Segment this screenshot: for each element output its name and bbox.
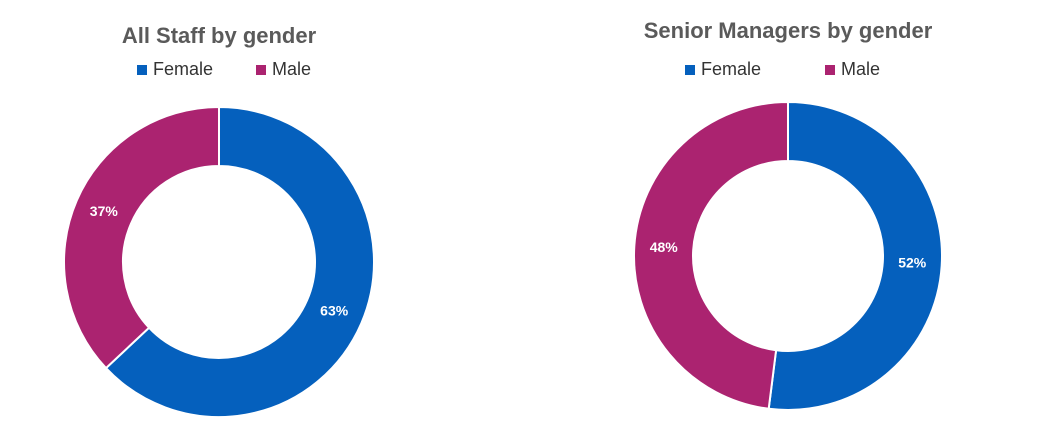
legend-label: Male [841,59,880,79]
data-label: 48% [650,239,679,255]
legend-swatch [825,65,835,75]
donut-segment [104,105,375,418]
legend-swatch [137,65,147,75]
legend-swatch [685,65,695,75]
donut-segment [63,105,220,370]
donut-segment [767,100,943,411]
data-label: 63% [320,303,349,319]
donut-segment [633,100,789,410]
chart-title: All Staff by gender [122,23,317,48]
legend-swatch [256,65,266,75]
data-label: 52% [898,255,927,271]
legend-label: Female [153,59,213,79]
data-label: 37% [90,203,119,219]
chart-title: Senior Managers by gender [644,18,933,43]
legend-label: Male [272,59,311,79]
legend-label: Female [701,59,761,79]
